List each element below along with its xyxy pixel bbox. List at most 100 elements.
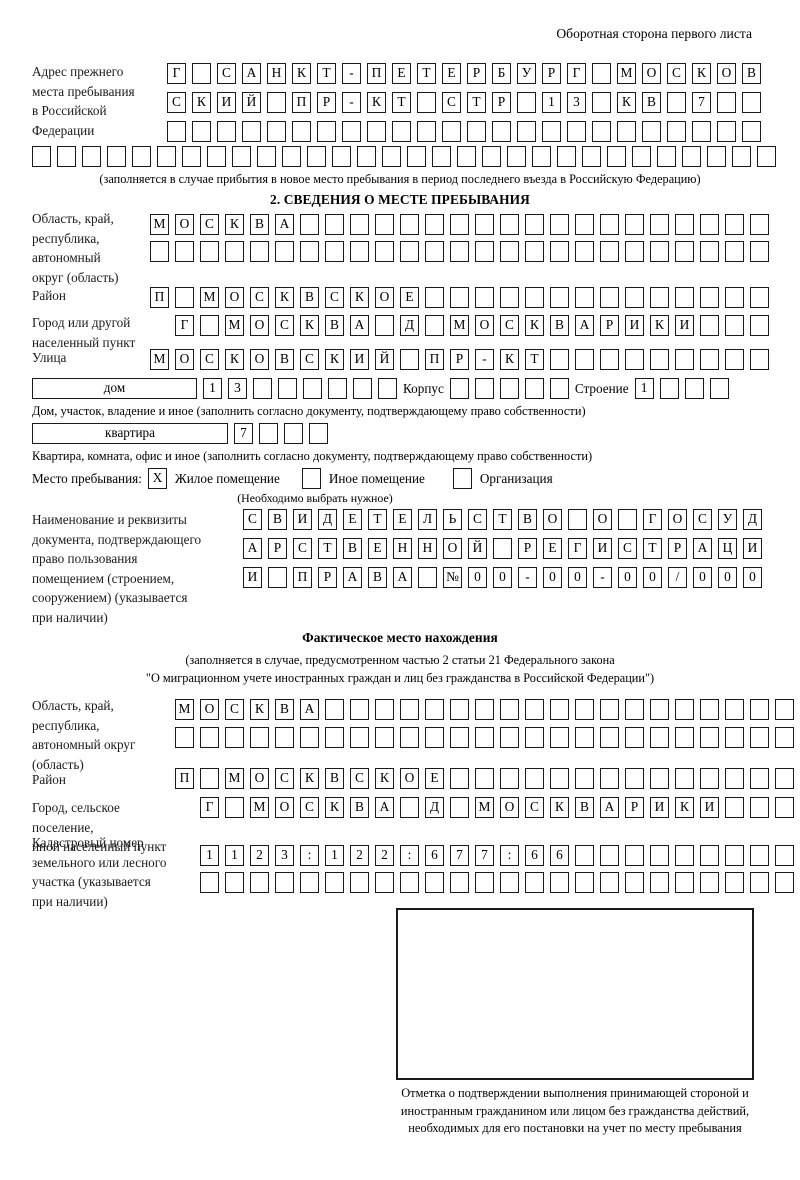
comb-cell[interactable]	[400, 241, 419, 262]
comb-cell[interactable]	[775, 872, 794, 893]
comb-cell[interactable]: Т	[392, 92, 411, 113]
comb-cell[interactable]: -	[475, 349, 494, 370]
comb-cell[interactable]: И	[675, 315, 694, 336]
comb-cell[interactable]	[775, 845, 794, 866]
comb-cell[interactable]: 7	[692, 92, 711, 113]
comb-cell[interactable]	[700, 349, 719, 370]
comb-cell[interactable]: М	[250, 797, 269, 818]
comb-cell[interactable]	[275, 241, 294, 262]
comb-cell[interactable]: Д	[318, 509, 337, 530]
comb-cell[interactable]	[375, 699, 394, 720]
comb-cell[interactable]: К	[500, 349, 519, 370]
comb-cell[interactable]: Г	[200, 797, 219, 818]
comb-cell[interactable]: Г	[643, 509, 662, 530]
comb-cell[interactable]: Г	[167, 63, 186, 84]
comb-cell[interactable]	[425, 872, 444, 893]
comb-cell[interactable]: 3	[567, 92, 586, 113]
comb-cell[interactable]	[192, 121, 211, 142]
comb-cell[interactable]: О	[593, 509, 612, 530]
comb-cell[interactable]: Б	[492, 63, 511, 84]
comb-cell[interactable]	[500, 214, 519, 235]
comb-cell[interactable]: С	[442, 92, 461, 113]
comb-cell[interactable]	[642, 121, 661, 142]
comb-cell[interactable]	[450, 727, 469, 748]
house-field-label[interactable]: дом	[32, 378, 197, 399]
comb-cell[interactable]	[550, 872, 569, 893]
comb-cell[interactable]: Р	[492, 92, 511, 113]
comb-cell[interactable]: Е	[543, 538, 562, 559]
comb-cell[interactable]: М	[150, 214, 169, 235]
comb-cell[interactable]	[267, 92, 286, 113]
comb-cell[interactable]	[425, 241, 444, 262]
comb-cell[interactable]: К	[350, 287, 369, 308]
comb-cell[interactable]: В	[325, 768, 344, 789]
comb-cell[interactable]	[325, 872, 344, 893]
comb-cell[interactable]: 1	[634, 378, 654, 399]
comb-cell[interactable]: Т	[317, 63, 336, 84]
comb-cell[interactable]	[525, 727, 544, 748]
comb-cell[interactable]	[375, 315, 394, 336]
comb-cell[interactable]	[650, 349, 669, 370]
comb-cell[interactable]	[317, 121, 336, 142]
comb-cell[interactable]: О	[250, 349, 269, 370]
comb-cell[interactable]	[717, 121, 736, 142]
comb-cell[interactable]	[659, 378, 679, 399]
document-row-3[interactable]: И П Р А В А № 0 0-0 0-0 0/0 0 0	[243, 567, 768, 588]
comb-cell[interactable]: В	[300, 287, 319, 308]
comb-cell[interactable]: П	[425, 349, 444, 370]
comb-cell[interactable]	[417, 121, 436, 142]
comb-cell[interactable]	[600, 872, 619, 893]
comb-cell[interactable]: 1	[542, 92, 561, 113]
comb-cell[interactable]	[493, 538, 512, 559]
comb-cell[interactable]	[300, 214, 319, 235]
comb-cell[interactable]: Г	[175, 315, 194, 336]
comb-cell[interactable]: Р	[317, 92, 336, 113]
comb-cell[interactable]	[725, 349, 744, 370]
comb-cell[interactable]	[675, 349, 694, 370]
comb-cell[interactable]: 0	[468, 567, 487, 588]
comb-cell[interactable]: В	[575, 797, 594, 818]
comb-cell[interactable]	[259, 423, 278, 444]
comb-cell[interactable]: 3	[228, 378, 247, 399]
comb-cell[interactable]: О	[375, 287, 394, 308]
comb-cell[interactable]	[567, 121, 586, 142]
comb-cell[interactable]	[600, 768, 619, 789]
comb-cell[interactable]	[500, 287, 519, 308]
comb-cell[interactable]	[625, 768, 644, 789]
comb-cell[interactable]: Д	[743, 509, 762, 530]
comb-cell[interactable]: О	[225, 287, 244, 308]
comb-cell[interactable]	[325, 727, 344, 748]
comb-cell[interactable]	[750, 768, 769, 789]
comb-cell[interactable]	[725, 727, 744, 748]
comb-cell[interactable]: С	[618, 538, 637, 559]
comb-cell[interactable]: К	[325, 797, 344, 818]
comb-cell[interactable]: 0	[643, 567, 662, 588]
comb-cell[interactable]	[350, 727, 369, 748]
comb-cell[interactable]: И	[700, 797, 719, 818]
comb-cell[interactable]	[750, 349, 769, 370]
comb-cell[interactable]: В	[642, 92, 661, 113]
prev-address-row-4[interactable]	[32, 146, 782, 167]
comb-cell[interactable]	[200, 241, 219, 262]
comb-cell[interactable]: В	[518, 509, 537, 530]
comb-cell[interactable]	[275, 727, 294, 748]
comb-cell[interactable]	[400, 699, 419, 720]
comb-cell[interactable]	[542, 121, 561, 142]
comb-cell[interactable]: О	[717, 63, 736, 84]
comb-cell[interactable]	[742, 121, 761, 142]
comb-cell[interactable]	[725, 797, 744, 818]
comb-cell[interactable]	[450, 287, 469, 308]
comb-cell[interactable]: :	[400, 845, 419, 866]
comb-cell[interactable]	[492, 121, 511, 142]
comb-cell[interactable]: 2	[375, 845, 394, 866]
comb-cell[interactable]	[257, 146, 276, 167]
comb-cell[interactable]	[107, 146, 126, 167]
comb-cell[interactable]: К	[617, 92, 636, 113]
comb-cell[interactable]: К	[292, 63, 311, 84]
comb-cell[interactable]	[375, 872, 394, 893]
comb-cell[interactable]: М	[200, 287, 219, 308]
comb-cell[interactable]	[617, 121, 636, 142]
comb-cell[interactable]	[350, 872, 369, 893]
